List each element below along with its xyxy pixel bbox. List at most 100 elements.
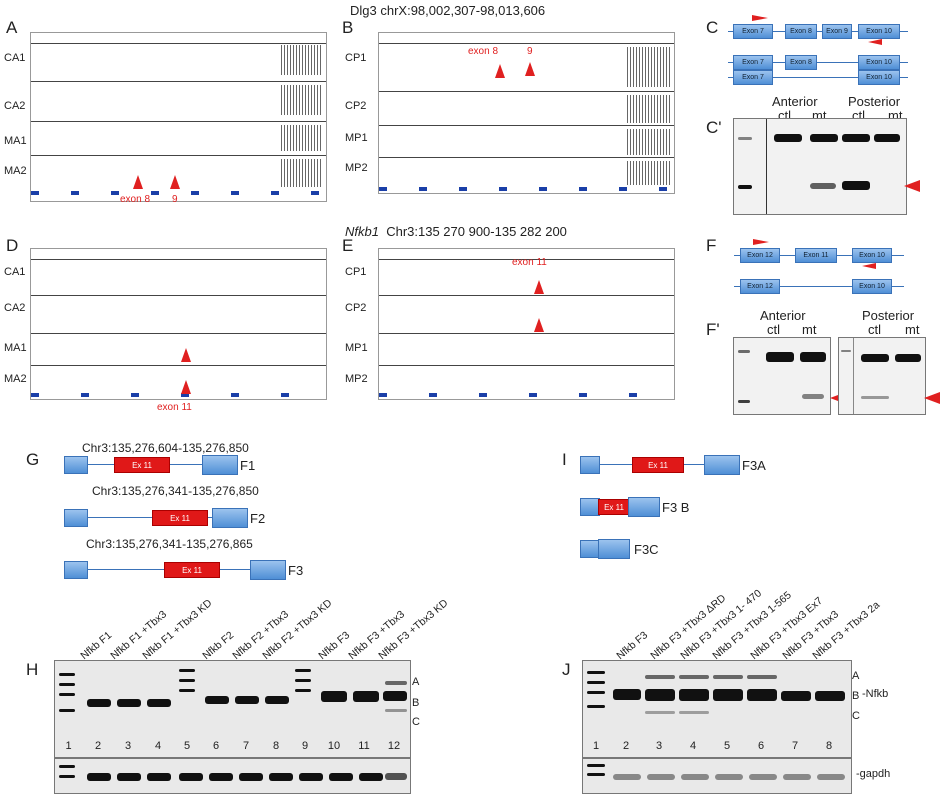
- gel-image-gapdh: [54, 758, 411, 794]
- panel-a-tracks: [30, 32, 327, 202]
- band-label-c: C: [852, 710, 860, 722]
- row-label: CA1: [4, 266, 26, 278]
- lane-label: Nfkb F1: [78, 629, 115, 662]
- exon-box: Exon 7: [733, 24, 773, 39]
- coverage-block: [281, 85, 321, 115]
- gene-model: [379, 187, 674, 191]
- ctl-label: ctl: [868, 322, 881, 337]
- row-label: CA2: [4, 100, 26, 112]
- exon-box: Exon 10: [858, 70, 900, 85]
- lane-number: 7: [242, 740, 250, 752]
- row-label: MP2: [345, 373, 368, 385]
- lane-number: 10: [327, 740, 341, 752]
- panel-letter-a: A: [6, 18, 18, 37]
- exon-box: [202, 455, 238, 475]
- coord-label: Chr3:135,276,341-135,276,850: [92, 484, 259, 498]
- mt-label: mt: [802, 322, 817, 337]
- lane-number: 5: [723, 740, 731, 752]
- row-label: CP1: [345, 266, 367, 278]
- exon-label: 9: [527, 46, 533, 57]
- track-sep: [31, 81, 326, 82]
- track-sep: [379, 333, 674, 334]
- gel-image: [838, 337, 926, 415]
- track-sep: [379, 91, 674, 92]
- gel-image: [733, 118, 907, 215]
- mt-label: mt: [905, 322, 920, 337]
- exon-box: [704, 455, 740, 475]
- construct-label: F3A: [742, 458, 766, 473]
- track-sep: [31, 365, 326, 366]
- exon-label: exon 8: [468, 46, 499, 57]
- ruler: [31, 43, 326, 44]
- panel-b-tracks: [378, 32, 675, 194]
- construct-label: F3C: [634, 542, 659, 557]
- lane-number: 11: [358, 740, 370, 752]
- track-sep: [379, 157, 674, 158]
- panel-letter-g: G: [26, 450, 40, 469]
- exon-11-box: Ex 11: [152, 510, 208, 526]
- coverage-block: [627, 47, 671, 87]
- exon-11-box: Ex 11: [164, 562, 220, 578]
- coord-label: Chr3:135,276,604-135,276,850: [82, 441, 249, 455]
- exon-box: Exon 8: [785, 24, 817, 39]
- panel-letter-i: I: [562, 450, 567, 469]
- exon-box: [598, 539, 630, 559]
- panel-letter-f: F: [706, 236, 717, 255]
- lane-number: 6: [757, 740, 765, 752]
- lane-number-row: 1 2 3 4 5 6 7 8: [582, 740, 850, 752]
- ruler: [31, 259, 326, 260]
- exon-box: Exon 8: [785, 55, 817, 70]
- exon-11-box: Ex 11: [632, 457, 684, 473]
- exon-box: Exon 9: [822, 24, 852, 39]
- lane-label: Nfkb F2: [200, 629, 237, 662]
- lane-number: 3: [655, 740, 663, 752]
- lane-number: 5: [183, 740, 191, 752]
- exon-11-box: Ex 11: [114, 457, 170, 473]
- ctl-label: ctl: [767, 322, 780, 337]
- lane-number: 8: [825, 740, 833, 752]
- primer-arrow-icon: [752, 15, 768, 21]
- coord-label: Chr3:135,276,341-135,276,865: [86, 537, 253, 551]
- panel-e-tracks: [378, 248, 675, 400]
- row-label: MP1: [345, 342, 368, 354]
- exon-box: Exon 10: [858, 24, 900, 39]
- lane-number: 9: [301, 740, 309, 752]
- gel-image: [582, 660, 852, 758]
- panel-letter-h: H: [26, 660, 39, 679]
- row-label: CP2: [345, 302, 367, 314]
- red-arrowhead-icon: [525, 62, 535, 76]
- primer-arrow-icon: [868, 39, 882, 45]
- exon-box: [64, 561, 88, 579]
- row-label: MA1: [4, 342, 27, 354]
- panel-letter-c-prime: C': [706, 118, 722, 137]
- ruler: [379, 43, 674, 44]
- exon-box: [580, 540, 600, 558]
- row-label: CA2: [4, 302, 26, 314]
- transcript-line: [728, 77, 908, 78]
- posterior-label: Posterior: [848, 94, 901, 109]
- red-arrowhead-icon: [924, 392, 940, 404]
- nfkb-label: -Nfkb: [862, 688, 889, 700]
- track-sep: [31, 333, 326, 334]
- coverage-block: [627, 95, 671, 123]
- track-sep: [379, 125, 674, 126]
- lane-number: 6: [212, 740, 220, 752]
- row-label: MP1: [345, 132, 368, 144]
- coverage-block: [281, 125, 321, 151]
- exon-box: Exon 11: [795, 248, 837, 263]
- lane-number: 1: [65, 740, 72, 752]
- nfkb1-gene: Nfkb1: [345, 224, 379, 239]
- lane-label: Nfkb F3: [614, 629, 651, 662]
- red-arrowhead-icon: [534, 280, 544, 294]
- ruler: [379, 259, 674, 260]
- lane-number: 4: [689, 740, 697, 752]
- lane-number: 2: [622, 740, 630, 752]
- exon-box: Exon 10: [858, 55, 900, 70]
- red-arrowhead-icon: [181, 348, 191, 362]
- exon-box: Exon 12: [740, 248, 780, 263]
- red-arrowhead-icon: [170, 175, 180, 189]
- track-sep: [31, 155, 326, 156]
- exon-box: [64, 509, 88, 527]
- red-arrowhead-icon: [133, 175, 143, 189]
- gel-image-gapdh: [582, 758, 852, 794]
